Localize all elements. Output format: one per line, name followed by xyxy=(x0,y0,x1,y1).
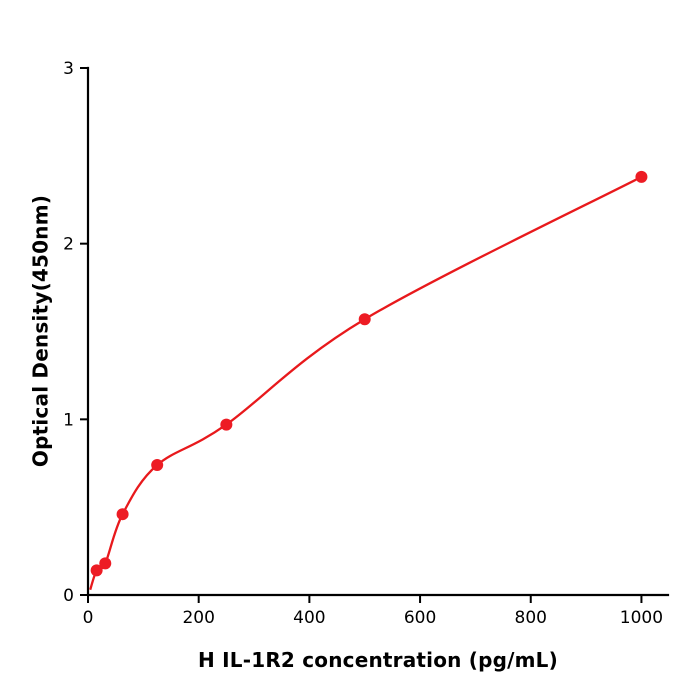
x-tick-label: 0 xyxy=(83,608,94,628)
x-tick-label: 200 xyxy=(182,608,214,628)
y-tick-label: 2 xyxy=(63,235,74,255)
x-tick-label: 600 xyxy=(404,608,436,628)
data-point xyxy=(116,508,129,521)
data-point xyxy=(635,170,648,183)
y-tick-label: 1 xyxy=(63,410,74,430)
x-tick-label: 400 xyxy=(293,608,325,628)
data-point xyxy=(358,313,371,326)
y-tick-label: 0 xyxy=(63,586,74,606)
data-point xyxy=(220,418,233,431)
data-point xyxy=(151,459,164,472)
x-axis-label: H IL-1R2 concentration (pg/mL) xyxy=(198,648,558,672)
x-tick-label: 1000 xyxy=(620,608,663,628)
y-tick-label: 3 xyxy=(63,59,74,79)
data-point xyxy=(99,557,112,570)
y-axis-label: Optical Density(450nm) xyxy=(28,194,53,468)
fit-curve xyxy=(89,175,642,591)
x-tick-label: 800 xyxy=(515,608,547,628)
axes-spines xyxy=(86,66,670,597)
data-point xyxy=(90,564,103,577)
